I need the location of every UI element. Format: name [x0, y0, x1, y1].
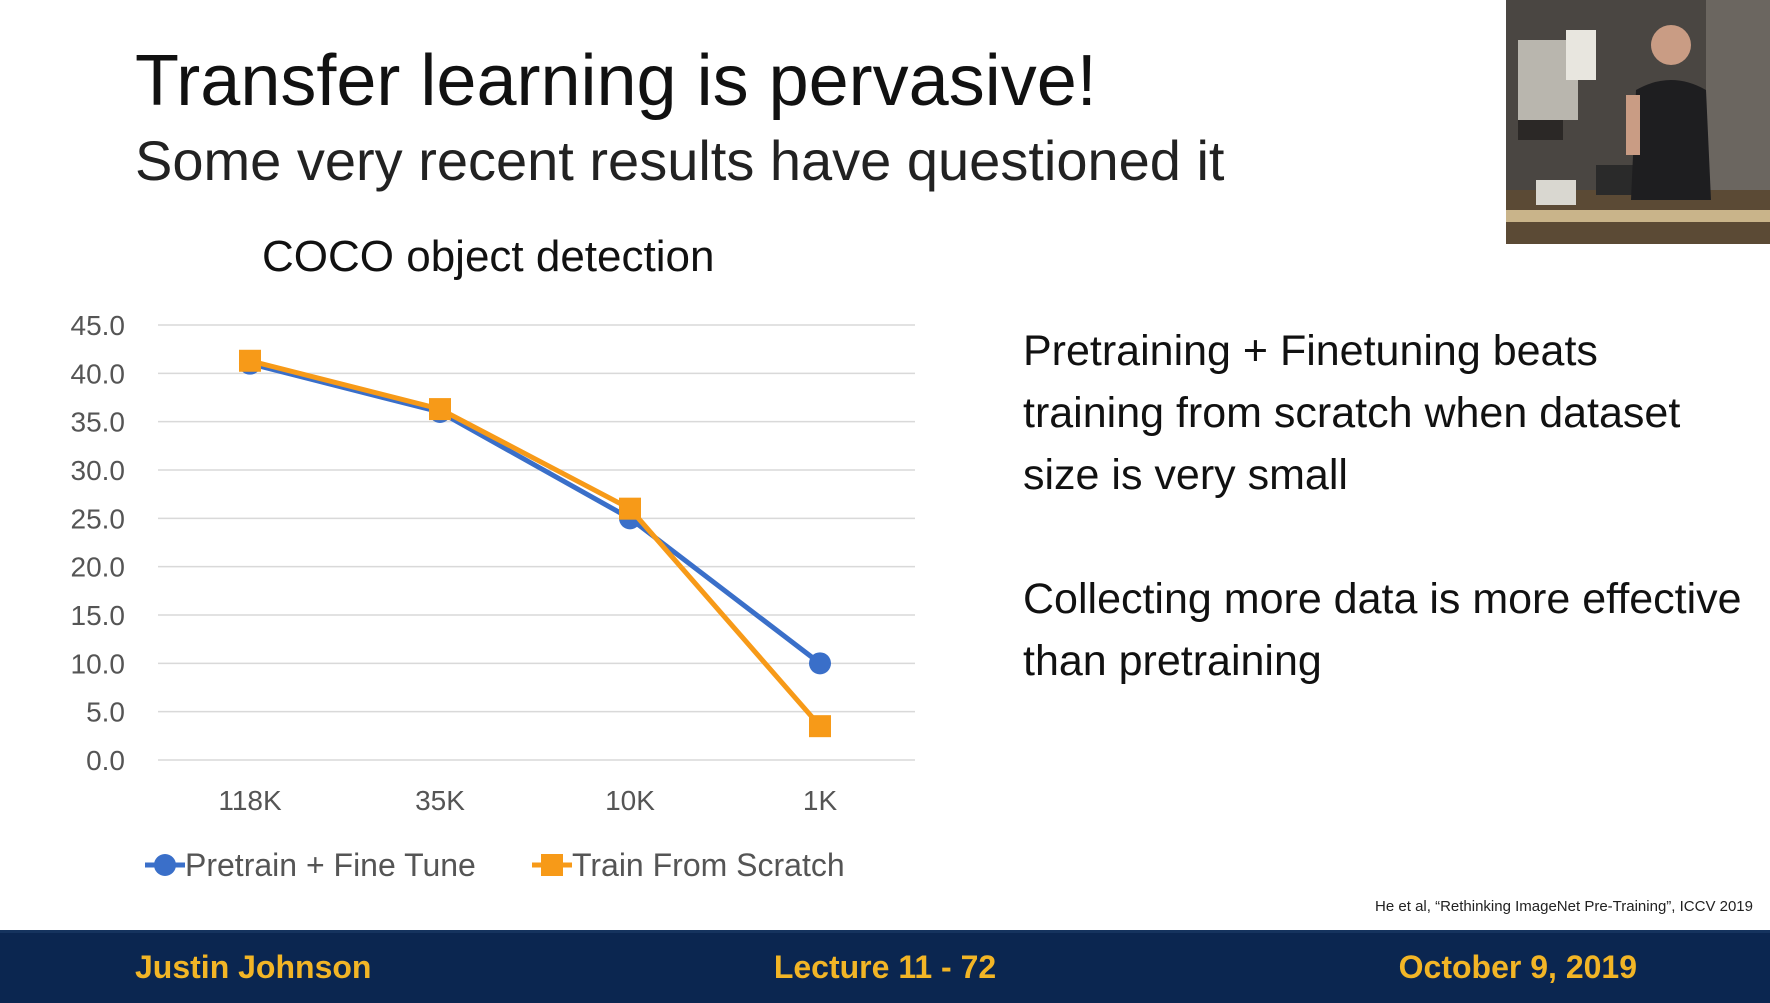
- legend-label: Pretrain + Fine Tune: [185, 847, 476, 883]
- footer-author: Justin Johnson: [135, 949, 372, 985]
- y-tick-label: 35.0: [71, 407, 126, 438]
- citation: He et al, “Rethinking ImageNet Pre-Train…: [1375, 898, 1753, 915]
- x-tick-label: 35K: [415, 785, 465, 816]
- series-line: [249, 361, 822, 666]
- data-point: [809, 652, 831, 675]
- y-tick-label: 0.0: [86, 745, 125, 776]
- footer-lecture: Lecture 11 - 72: [773, 949, 997, 985]
- slide-subtitle: Some very recent results have questioned…: [135, 129, 1225, 192]
- slide-title: Transfer learning is pervasive!: [135, 41, 1097, 121]
- legend-label: Train From Scratch: [572, 847, 845, 883]
- bullet-pretraining: Pretraining + Finetuning beats training …: [1023, 327, 1681, 499]
- data-point: [429, 398, 451, 421]
- y-tick-label: 15.0: [71, 600, 126, 631]
- y-tick-label: 25.0: [71, 503, 126, 534]
- x-tick-label: 1K: [803, 785, 838, 816]
- data-point: [239, 349, 261, 372]
- y-tick-label: 10.0: [71, 648, 126, 679]
- footer-bar: Justin Johnson Lecture 11 - 72 October 9…: [0, 930, 1770, 1003]
- y-tick-label: 30.0: [71, 455, 126, 486]
- y-tick-label: 45.0: [71, 310, 126, 341]
- footer-date: October 9, 2019: [1398, 949, 1637, 985]
- y-tick-label: 5.0: [86, 697, 125, 728]
- bullet-list: Pretraining + Finetuning beats training …: [1023, 320, 1743, 754]
- series-line: [249, 358, 822, 728]
- speaker-video-frame: [1506, 0, 1770, 244]
- x-tick-label: 118K: [218, 785, 282, 816]
- y-tick-label: 20.0: [71, 552, 126, 583]
- line-chart: 0.0 5.0 10.0 15.0 20.0 25.0 30.0 35.0 40.0 45.0 11…: [71, 310, 915, 883]
- speaker-video-inset: [1506, 0, 1770, 244]
- data-point: [809, 715, 831, 738]
- data-point: [619, 497, 641, 520]
- x-tick-label: 10K: [605, 785, 655, 816]
- legend-marker: [541, 854, 563, 876]
- legend-marker: [154, 854, 176, 876]
- y-tick-label: 40.0: [71, 358, 126, 389]
- bullet-more-data: Collecting more data is more effective t…: [1023, 575, 1742, 685]
- chart-title: COCO object detection: [262, 232, 715, 281]
